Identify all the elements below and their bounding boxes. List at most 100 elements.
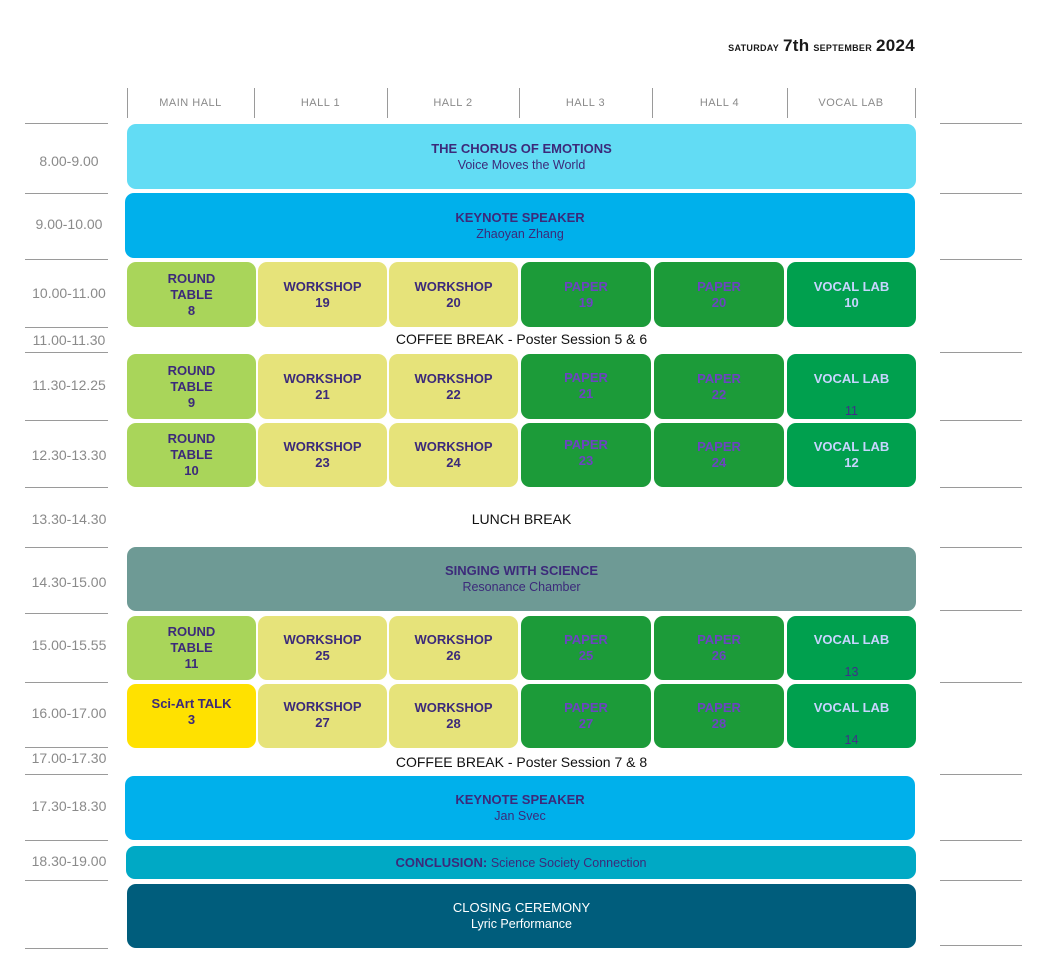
session-singing-with-science[interactable]: SINGING WITH SCIENCE Resonance Chamber [127, 547, 916, 611]
session-round-table-11[interactable]: ROUND TABLE 11 [127, 616, 256, 680]
session-workshop-20[interactable]: WORKSHOP 20 [389, 262, 518, 327]
session-number: 20 [711, 294, 727, 310]
session-number: 14 [844, 733, 859, 747]
session-title: PAPER [697, 370, 741, 386]
session-title: TABLE [170, 286, 213, 302]
session-paper-27[interactable]: PAPER 27 [521, 684, 651, 748]
session-title: VOCAL LAB [813, 632, 890, 647]
header-divider [387, 88, 388, 118]
session-round-table-8[interactable]: ROUND TABLE 8 [127, 262, 256, 327]
time-label: 10.00-11.00 [32, 285, 106, 301]
session-paper-22[interactable]: PAPER 22 [654, 354, 784, 419]
session-number: 26 [446, 648, 461, 663]
session-workshop-26[interactable]: WORKSHOP 26 [389, 616, 518, 680]
session-title: ROUND [167, 270, 216, 286]
session-paper-20[interactable]: PAPER 20 [654, 262, 784, 327]
row-separator [25, 487, 108, 488]
time-label: 15.00-15.55 [31, 637, 107, 653]
session-title: TABLE [170, 640, 213, 655]
session-vocal-lab-14[interactable]: VOCAL LAB 14 [787, 684, 916, 748]
session-title: SINGING WITH SCIENCE [444, 563, 599, 578]
session-title: THE CHORUS OF EMOTIONS [431, 140, 612, 156]
row-separator [25, 613, 108, 614]
session-workshop-19[interactable]: WORKSHOP 19 [258, 262, 387, 327]
session-workshop-27[interactable]: WORKSHOP 27 [258, 684, 387, 748]
session-workshop-21[interactable]: WORKSHOP 21 [258, 354, 387, 419]
session-paper-19[interactable]: PAPER 19 [521, 262, 651, 327]
time-label: 16.00-17.00 [31, 705, 107, 721]
time-label: 14.30-15.00 [31, 574, 107, 590]
session-workshop-23[interactable]: WORKSHOP 23 [258, 423, 387, 487]
session-title: KEYNOTE SPEAKER [455, 209, 585, 225]
header-divider [787, 88, 788, 118]
session-sci-art-talk-3[interactable]: Sci-Art TALK 3 [127, 684, 256, 748]
row-separator [25, 948, 108, 949]
row-separator [940, 774, 1022, 775]
title-year: 2024 [875, 36, 915, 55]
session-vocal-lab-10[interactable]: VOCAL LAB 10 [787, 262, 916, 327]
session-title: PAPER [697, 278, 741, 294]
time-label: 11.00-11.30 [32, 332, 106, 348]
header-divider [127, 88, 128, 118]
session-title: KEYNOTE SPEAKER [455, 792, 585, 807]
time-label: 17.30-18.30 [31, 798, 107, 814]
session-workshop-25[interactable]: WORKSHOP 25 [258, 616, 387, 680]
session-vocal-lab-11[interactable]: VOCAL LAB 11 [787, 354, 916, 419]
session-paper-24[interactable]: PAPER 24 [654, 423, 784, 487]
session-number: 13 [844, 665, 859, 679]
header-divider [254, 88, 255, 118]
time-label: 9.00-10.00 [35, 216, 103, 232]
session-vocal-lab-12[interactable]: VOCAL LAB 12 [787, 423, 916, 487]
session-round-table-10[interactable]: ROUND TABLE 10 [127, 423, 256, 487]
session-number: 24 [711, 455, 727, 470]
session-conclusion[interactable]: CONCLUSION: Science Society Connection [126, 846, 916, 879]
session-title: PAPER [564, 700, 608, 715]
session-number: 11 [845, 404, 858, 418]
session-title: WORKSHOP [414, 278, 493, 294]
session-title: PAPER [564, 437, 608, 452]
session-workshop-28[interactable]: WORKSHOP 28 [389, 684, 518, 748]
session-paper-21[interactable]: PAPER 21 [521, 354, 651, 419]
session-vocal-lab-13[interactable]: VOCAL LAB 13 [787, 616, 916, 680]
title-month: september [813, 39, 873, 54]
session-keynote-2[interactable]: KEYNOTE SPEAKER Jan Svec [125, 776, 915, 840]
session-round-table-9[interactable]: ROUND TABLE 9 [127, 354, 256, 419]
session-number: 21 [315, 386, 330, 402]
session-number: 12 [844, 455, 859, 470]
row-separator [25, 747, 108, 748]
row-separator [940, 682, 1022, 683]
session-workshop-24[interactable]: WORKSHOP 24 [389, 423, 518, 487]
session-title: WORKSHOP [283, 439, 362, 454]
session-chorus-of-emotions[interactable]: THE CHORUS OF EMOTIONS Voice Moves the W… [127, 124, 916, 189]
session-title: WORKSHOP [414, 439, 493, 454]
session-number: 10 [184, 463, 199, 478]
session-title: PAPER [697, 700, 741, 715]
session-workshop-22[interactable]: WORKSHOP 22 [389, 354, 518, 419]
col-header-vocal-lab: VOCAL LAB [818, 97, 884, 109]
session-paper-28[interactable]: PAPER 28 [654, 684, 784, 748]
session-number: 8 [187, 302, 196, 318]
row-separator [25, 682, 108, 683]
session-title: PAPER [564, 370, 608, 385]
row-separator [25, 420, 108, 421]
session-number: 21 [578, 386, 594, 401]
session-subtitle: Resonance Chamber [462, 580, 581, 594]
session-paper-26[interactable]: PAPER 26 [654, 616, 784, 680]
session-paper-23[interactable]: PAPER 23 [521, 423, 651, 487]
session-paper-25[interactable]: PAPER 25 [521, 616, 651, 680]
row-separator [940, 352, 1022, 353]
lunch-break: LUNCH BREAK [471, 511, 572, 527]
title-date-num: 7th [783, 36, 810, 55]
session-number: 27 [578, 716, 594, 731]
header-divider [519, 88, 520, 118]
row-separator [25, 193, 108, 194]
session-keynote-1[interactable]: KEYNOTE SPEAKER Zhaoyan Zhang [125, 193, 915, 258]
session-title: TABLE [170, 378, 213, 394]
session-closing-ceremony[interactable]: CLOSING CEREMONY Lyric Performance [127, 884, 916, 948]
session-title: VOCAL LAB [813, 371, 890, 386]
time-label: 11.30-12.25 [32, 377, 106, 393]
row-separator [25, 547, 108, 548]
session-number: 20 [446, 294, 461, 310]
time-label: 12.30-13.30 [31, 447, 107, 463]
row-separator [940, 880, 1022, 881]
